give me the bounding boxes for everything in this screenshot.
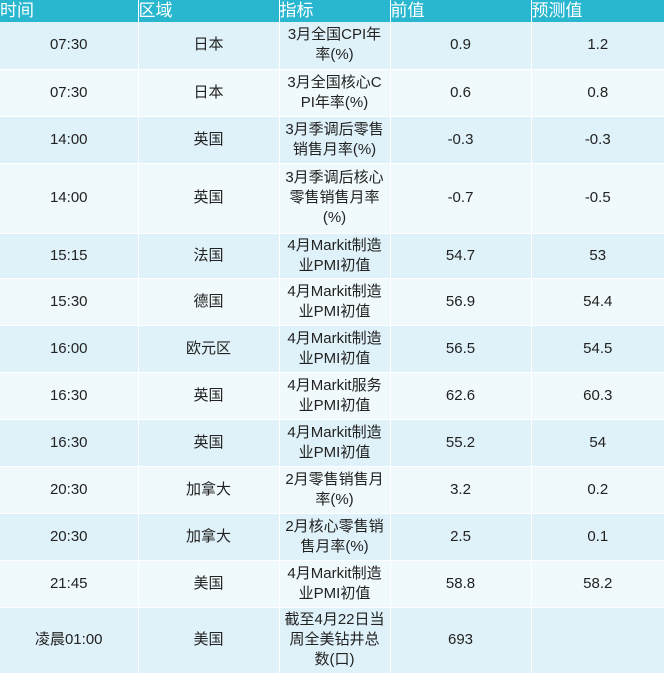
cell-forecast: 60.3 bbox=[531, 372, 664, 420]
cell-time: 20:30 bbox=[0, 513, 139, 561]
header-forecast: 预测值 bbox=[531, 0, 664, 22]
table-row: 14:00 英国 3月季调后零售销售月率(%) -0.3 -0.3 bbox=[0, 116, 664, 164]
cell-region: 日本 bbox=[138, 22, 280, 70]
cell-indicator: 2月零售销售月率(%) bbox=[279, 466, 391, 514]
table-body: 07:30 日本 3月全国CPI年率(%) 0.9 1.2 07:30 日本 3… bbox=[0, 22, 664, 674]
cell-indicator: 4月Markit制造业PMI初值 bbox=[279, 233, 391, 279]
cell-region: 英国 bbox=[138, 419, 280, 467]
cell-time: 16:30 bbox=[0, 372, 139, 420]
cell-previous: 3.2 bbox=[390, 466, 532, 514]
cell-indicator: 4月Markit制造业PMI初值 bbox=[279, 325, 391, 373]
cell-indicator: 3月季调后核心零售销售月率(%) bbox=[279, 163, 391, 234]
cell-previous: 693 bbox=[390, 607, 532, 674]
cell-forecast: 53 bbox=[531, 233, 664, 279]
header-indicator: 指标 bbox=[279, 0, 391, 22]
cell-indicator: 4月Markit制造业PMI初值 bbox=[279, 278, 391, 326]
cell-previous: 56.5 bbox=[390, 325, 532, 373]
cell-previous: 62.6 bbox=[390, 372, 532, 420]
cell-previous: 2.5 bbox=[390, 513, 532, 561]
cell-previous: -0.7 bbox=[390, 163, 532, 234]
cell-time: 20:30 bbox=[0, 466, 139, 514]
table-row: 07:30 日本 3月全国核心CPI年率(%) 0.6 0.8 bbox=[0, 69, 664, 117]
cell-previous: 0.9 bbox=[390, 22, 532, 70]
cell-indicator: 4月Markit制造业PMI初值 bbox=[279, 419, 391, 467]
cell-indicator: 3月全国CPI年率(%) bbox=[279, 22, 391, 70]
table-row: 16:30 英国 4月Markit制造业PMI初值 55.2 54 bbox=[0, 419, 664, 467]
header-region: 区域 bbox=[138, 0, 280, 22]
cell-region: 欧元区 bbox=[138, 325, 280, 373]
cell-region: 英国 bbox=[138, 116, 280, 164]
table-row: 凌晨01:00 美国 截至4月22日当周全美钻井总数(口) 693 bbox=[0, 607, 664, 674]
cell-region: 日本 bbox=[138, 69, 280, 117]
table-row: 14:00 英国 3月季调后核心零售销售月率(%) -0.7 -0.5 bbox=[0, 163, 664, 234]
cell-region: 法国 bbox=[138, 233, 280, 279]
cell-indicator: 2月核心零售销售月率(%) bbox=[279, 513, 391, 561]
cell-indicator: 3月全国核心CPI年率(%) bbox=[279, 69, 391, 117]
cell-previous: 56.9 bbox=[390, 278, 532, 326]
cell-time: 21:45 bbox=[0, 560, 139, 608]
cell-indicator: 3月季调后零售销售月率(%) bbox=[279, 116, 391, 164]
cell-forecast: 54.4 bbox=[531, 278, 664, 326]
cell-region: 加拿大 bbox=[138, 466, 280, 514]
table-row: 16:30 英国 4月Markit服务业PMI初值 62.6 60.3 bbox=[0, 372, 664, 420]
cell-indicator: 4月Markit服务业PMI初值 bbox=[279, 372, 391, 420]
cell-forecast: -0.3 bbox=[531, 116, 664, 164]
cell-region: 德国 bbox=[138, 278, 280, 326]
cell-previous: 0.6 bbox=[390, 69, 532, 117]
cell-time: 16:00 bbox=[0, 325, 139, 373]
cell-indicator: 截至4月22日当周全美钻井总数(口) bbox=[279, 607, 391, 674]
cell-forecast: 0.2 bbox=[531, 466, 664, 514]
cell-region: 加拿大 bbox=[138, 513, 280, 561]
table-row: 20:30 加拿大 2月零售销售月率(%) 3.2 0.2 bbox=[0, 466, 664, 514]
cell-forecast: 0.1 bbox=[531, 513, 664, 561]
cell-region: 英国 bbox=[138, 163, 280, 234]
table-row: 21:45 美国 4月Markit制造业PMI初值 58.8 58.2 bbox=[0, 560, 664, 608]
table-header-row: 时间 区域 指标 前值 预测值 bbox=[0, 0, 664, 22]
cell-forecast bbox=[531, 607, 664, 674]
header-time: 时间 bbox=[0, 0, 139, 22]
table-row: 15:15 法国 4月Markit制造业PMI初值 54.7 53 bbox=[0, 233, 664, 279]
table-row: 16:00 欧元区 4月Markit制造业PMI初值 56.5 54.5 bbox=[0, 325, 664, 373]
cell-previous: -0.3 bbox=[390, 116, 532, 164]
cell-region: 美国 bbox=[138, 560, 280, 608]
cell-forecast: 1.2 bbox=[531, 22, 664, 70]
cell-time: 15:15 bbox=[0, 233, 139, 279]
table-row: 15:30 德国 4月Markit制造业PMI初值 56.9 54.4 bbox=[0, 278, 664, 326]
cell-forecast: 58.2 bbox=[531, 560, 664, 608]
cell-previous: 55.2 bbox=[390, 419, 532, 467]
cell-time: 凌晨01:00 bbox=[0, 607, 139, 674]
cell-region: 美国 bbox=[138, 607, 280, 674]
cell-forecast: 54.5 bbox=[531, 325, 664, 373]
cell-previous: 58.8 bbox=[390, 560, 532, 608]
cell-time: 16:30 bbox=[0, 419, 139, 467]
cell-previous: 54.7 bbox=[390, 233, 532, 279]
cell-forecast: -0.5 bbox=[531, 163, 664, 234]
cell-time: 14:00 bbox=[0, 163, 139, 234]
cell-time: 07:30 bbox=[0, 22, 139, 70]
cell-time: 15:30 bbox=[0, 278, 139, 326]
cell-time: 14:00 bbox=[0, 116, 139, 164]
cell-forecast: 54 bbox=[531, 419, 664, 467]
cell-forecast: 0.8 bbox=[531, 69, 664, 117]
table-row: 07:30 日本 3月全国CPI年率(%) 0.9 1.2 bbox=[0, 22, 664, 70]
cell-time: 07:30 bbox=[0, 69, 139, 117]
cell-indicator: 4月Markit制造业PMI初值 bbox=[279, 560, 391, 608]
cell-region: 英国 bbox=[138, 372, 280, 420]
header-previous: 前值 bbox=[390, 0, 532, 22]
table-row: 20:30 加拿大 2月核心零售销售月率(%) 2.5 0.1 bbox=[0, 513, 664, 561]
